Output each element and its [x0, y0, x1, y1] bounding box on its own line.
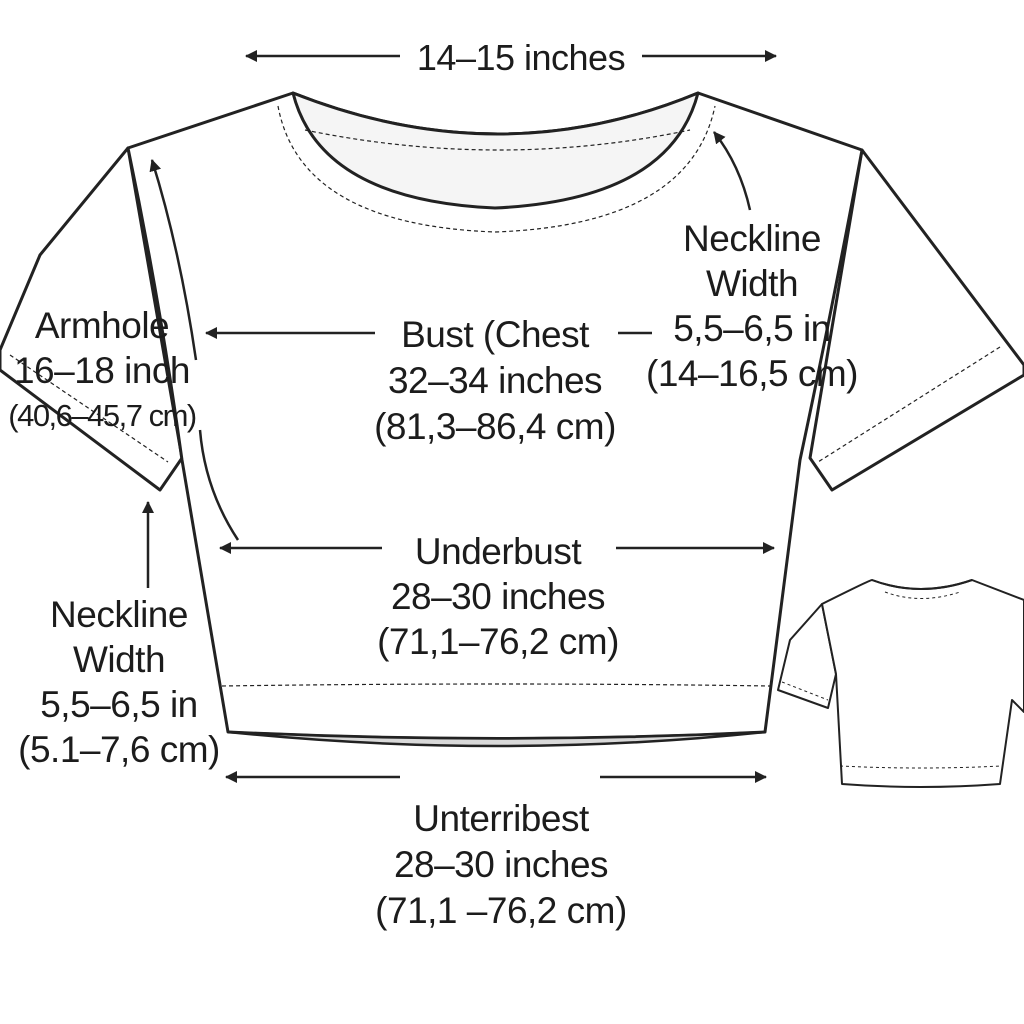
armhole-arrow	[149, 159, 198, 361]
neckline-width-right-label: Neckline Width 5,5–6,5 in (14–16,5 cm)	[646, 218, 859, 394]
underbust-label: Underbust 28–30 inches (71,1–76,2 cm)	[377, 531, 619, 662]
armhole-label: Armhole 16–18 inch (40,6–45,7 cm)	[8, 305, 197, 433]
armhole-curve	[198, 429, 240, 541]
bottom-label: Unterribest 28–30 inches (71,1 –76,2 cm)	[375, 798, 627, 931]
neckline-width-left-label: Neckline Width 5,5–6,5 in (5.1–7,6 cm)	[18, 594, 220, 770]
neckline-right-arrow	[713, 131, 752, 211]
bust-label: Bust (Chest 32–34 inches (81,3–86,4 cm)	[374, 314, 616, 447]
top-width-label: 14–15 inches	[416, 37, 626, 78]
crop-top-thumbnail-icon	[777, 579, 1024, 788]
measurement-arrows	[142, 50, 777, 783]
crop-top-icon	[0, 91, 1024, 748]
